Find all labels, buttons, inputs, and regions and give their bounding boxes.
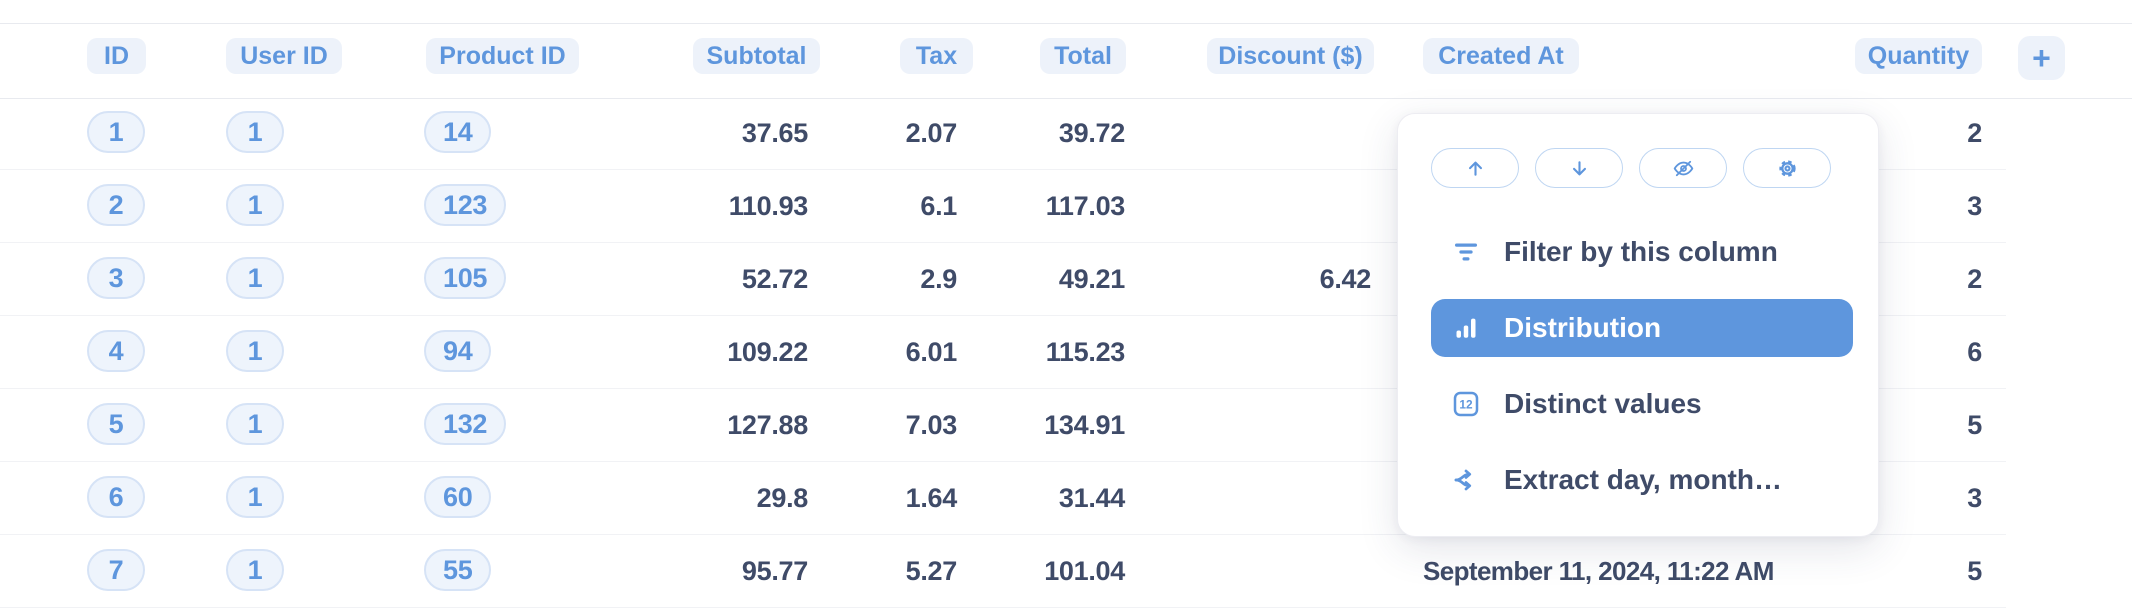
cell-discount[interactable]: 6.42 bbox=[1319, 264, 1372, 294]
cell-tax[interactable]: 7.03 bbox=[905, 410, 958, 440]
cell-total[interactable]: 134.91 bbox=[1044, 410, 1125, 440]
table-header: ID User ID Product ID Subtotal Tax Total… bbox=[0, 23, 2132, 99]
cell-product-id[interactable]: 105 bbox=[424, 257, 507, 299]
arrow-up-icon bbox=[1464, 157, 1487, 180]
cell-tax[interactable]: 1.64 bbox=[905, 483, 958, 513]
column-header-discount[interactable]: Discount ($) bbox=[1207, 38, 1374, 74]
cell-product-id[interactable]: 123 bbox=[424, 184, 507, 226]
cell-tax[interactable]: 5.27 bbox=[905, 556, 958, 586]
add-column-button[interactable]: + bbox=[2018, 36, 2065, 80]
cell-tax[interactable]: 6.01 bbox=[905, 337, 958, 367]
cell-subtotal[interactable]: 29.8 bbox=[756, 483, 809, 513]
column-header-user-id[interactable]: User ID bbox=[226, 38, 342, 74]
cell-subtotal[interactable]: 109.22 bbox=[727, 337, 808, 367]
context-menu-toolbar bbox=[1431, 148, 1831, 188]
cell-user-id[interactable]: 1 bbox=[226, 184, 284, 226]
table-row: 4 1 94 109.22 6.01 115.23 6 bbox=[0, 316, 2006, 389]
cell-quantity[interactable]: 6 bbox=[1967, 337, 1982, 367]
cell-product-id[interactable]: 60 bbox=[424, 476, 492, 518]
column-header-quantity[interactable]: Quantity bbox=[1855, 38, 1982, 74]
column-header-product-id[interactable]: Product ID bbox=[426, 38, 579, 74]
menu-item-label: Distribution bbox=[1504, 312, 1662, 343]
cell-subtotal[interactable]: 52.72 bbox=[741, 264, 808, 294]
menu-item-label: Distinct values bbox=[1504, 388, 1702, 419]
bar-chart-icon bbox=[1451, 313, 1481, 343]
distinct-values-icon: 12 bbox=[1451, 389, 1481, 419]
cell-user-id[interactable]: 1 bbox=[226, 330, 284, 372]
table-body: 1 1 14 37.65 2.07 39.72 2 2 1 123 110.93… bbox=[0, 97, 2006, 608]
menu-item-label: Filter by this column bbox=[1504, 236, 1778, 267]
cell-product-id[interactable]: 55 bbox=[424, 549, 492, 591]
cell-user-id[interactable]: 1 bbox=[226, 403, 284, 445]
cell-quantity[interactable]: 2 bbox=[1967, 264, 1982, 294]
cell-user-id[interactable]: 1 bbox=[226, 476, 284, 518]
column-header-subtotal[interactable]: Subtotal bbox=[693, 38, 820, 74]
eye-off-icon bbox=[1672, 157, 1695, 180]
split-icon bbox=[1451, 465, 1481, 495]
cell-id[interactable]: 1 bbox=[87, 111, 145, 153]
cell-total[interactable]: 115.23 bbox=[1045, 337, 1126, 367]
cell-tax[interactable]: 2.9 bbox=[920, 264, 957, 294]
cell-id[interactable]: 3 bbox=[87, 257, 145, 299]
column-header-total[interactable]: Total bbox=[1040, 38, 1126, 74]
cell-subtotal[interactable]: 127.88 bbox=[727, 410, 808, 440]
cell-total[interactable]: 31.44 bbox=[1058, 483, 1125, 513]
column-context-menu: Filter by this column Distribution 12 Di… bbox=[1397, 113, 1879, 537]
column-header-created-at[interactable]: Created At bbox=[1423, 38, 1579, 74]
menu-item-distribution[interactable]: Distribution bbox=[1431, 299, 1853, 357]
arrow-down-icon bbox=[1568, 157, 1591, 180]
column-header-id[interactable]: ID bbox=[87, 38, 146, 74]
cell-quantity[interactable]: 5 bbox=[1967, 410, 1982, 440]
menu-item-filter-by-column[interactable]: Filter by this column bbox=[1431, 223, 1853, 281]
filter-icon bbox=[1451, 237, 1481, 267]
cell-product-id[interactable]: 14 bbox=[424, 111, 492, 153]
menu-item-distinct-values[interactable]: 12 Distinct values bbox=[1431, 375, 1853, 433]
column-header-tax[interactable]: Tax bbox=[900, 38, 973, 74]
cell-product-id[interactable]: 132 bbox=[424, 403, 507, 445]
cell-tax[interactable]: 2.07 bbox=[905, 118, 958, 148]
hide-column-button[interactable] bbox=[1639, 148, 1727, 188]
table-row: 6 1 60 29.8 1.64 31.44 3 bbox=[0, 462, 2006, 535]
cell-tax[interactable]: 6.1 bbox=[920, 191, 957, 221]
cell-subtotal[interactable]: 95.77 bbox=[741, 556, 808, 586]
cell-id[interactable]: 5 bbox=[87, 403, 145, 445]
cell-id[interactable]: 6 bbox=[87, 476, 145, 518]
table-row: 5 1 132 127.88 7.03 134.91 5 bbox=[0, 389, 2006, 462]
cell-id[interactable]: 4 bbox=[87, 330, 145, 372]
cell-user-id[interactable]: 1 bbox=[226, 549, 284, 591]
cell-created-at[interactable]: September 11, 2024, 11:22 AM bbox=[1423, 556, 1774, 586]
cell-total[interactable]: 49.21 bbox=[1058, 264, 1125, 294]
table-row: 1 1 14 37.65 2.07 39.72 2 bbox=[0, 97, 2006, 170]
cell-quantity[interactable]: 2 bbox=[1967, 118, 1982, 148]
svg-text:12: 12 bbox=[1459, 398, 1473, 412]
table-row: 7 1 55 95.77 5.27 101.04 September 11, 2… bbox=[0, 535, 2006, 608]
cell-user-id[interactable]: 1 bbox=[226, 111, 284, 153]
cell-quantity[interactable]: 5 bbox=[1967, 556, 1982, 586]
table-row: 3 1 105 52.72 2.9 49.21 6.42 2 bbox=[0, 243, 2006, 316]
cell-total[interactable]: 117.03 bbox=[1045, 191, 1126, 221]
menu-item-label: Extract day, month… bbox=[1504, 464, 1782, 495]
cell-id[interactable]: 2 bbox=[87, 184, 145, 226]
menu-item-extract-date-parts[interactable]: Extract day, month… bbox=[1431, 451, 1853, 509]
cell-user-id[interactable]: 1 bbox=[226, 257, 284, 299]
cell-product-id[interactable]: 94 bbox=[424, 330, 492, 372]
cell-total[interactable]: 39.72 bbox=[1058, 118, 1125, 148]
sort-descending-button[interactable] bbox=[1535, 148, 1623, 188]
cell-quantity[interactable]: 3 bbox=[1967, 483, 1982, 513]
cell-id[interactable]: 7 bbox=[87, 549, 145, 591]
cell-subtotal[interactable]: 110.93 bbox=[728, 191, 809, 221]
sort-ascending-button[interactable] bbox=[1431, 148, 1519, 188]
column-settings-button[interactable] bbox=[1743, 148, 1831, 188]
cell-subtotal[interactable]: 37.65 bbox=[741, 118, 808, 148]
cell-total[interactable]: 101.04 bbox=[1044, 556, 1125, 586]
cell-quantity[interactable]: 3 bbox=[1967, 191, 1982, 221]
gear-icon bbox=[1776, 157, 1799, 180]
table-row: 2 1 123 110.93 6.1 117.03 3 bbox=[0, 170, 2006, 243]
